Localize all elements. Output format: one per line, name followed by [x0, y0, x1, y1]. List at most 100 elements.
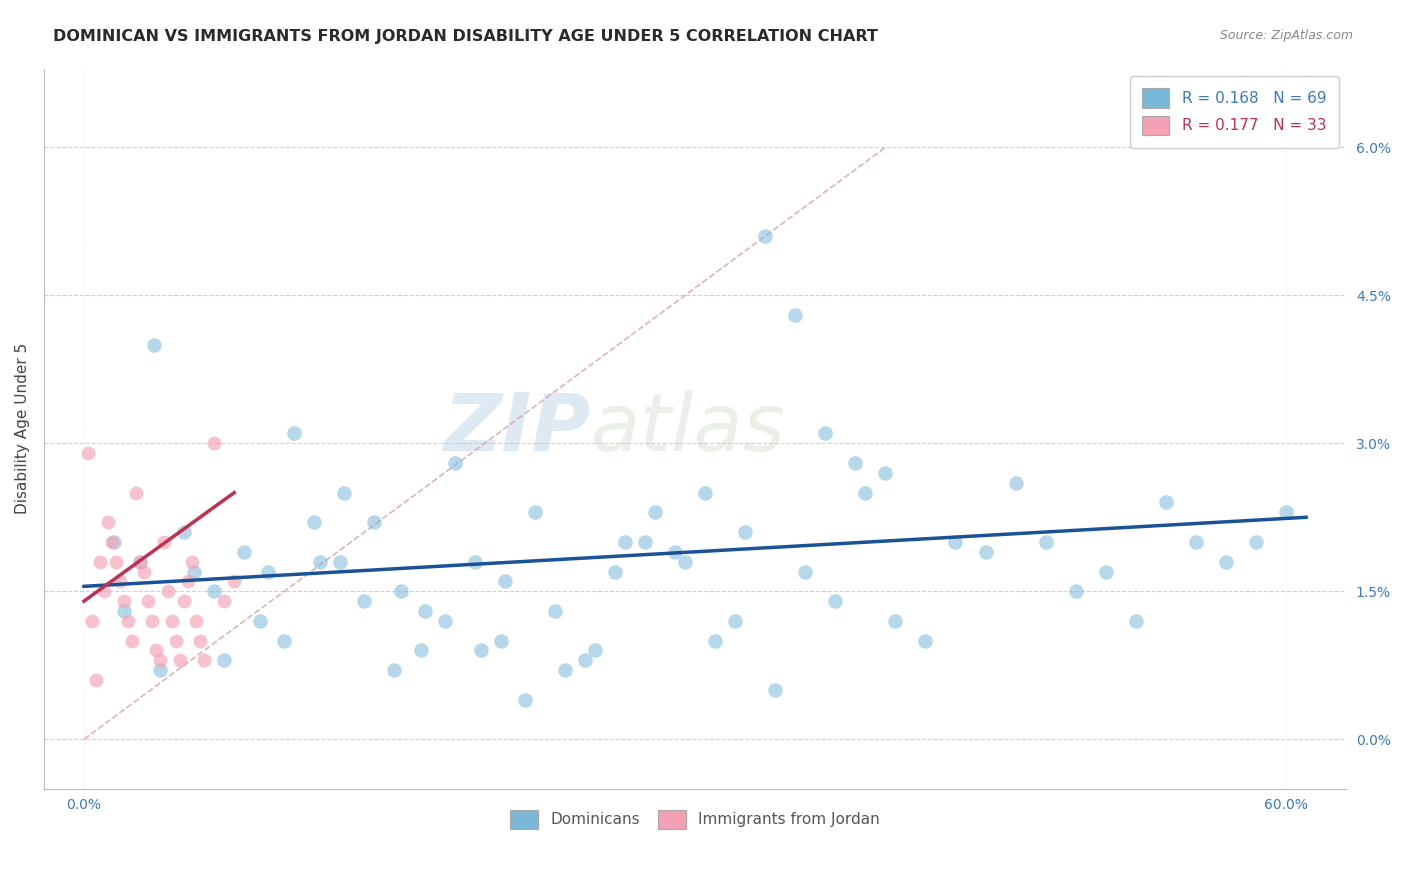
Point [136, 594, 159, 608]
Point [644, 505, 666, 519]
Point [1125, 614, 1147, 628]
Point [97, 515, 120, 529]
Point [283, 426, 305, 441]
Point [1244, 535, 1267, 549]
Point [734, 525, 756, 540]
Point [202, 584, 225, 599]
Point [257, 565, 280, 579]
Point [583, 643, 606, 657]
Point [814, 426, 837, 441]
Point [145, 643, 167, 657]
Point [143, 337, 166, 351]
Point [464, 555, 486, 569]
Point [443, 456, 465, 470]
Point [613, 535, 636, 549]
Legend: Dominicans, Immigrants from Jordan: Dominicans, Immigrants from Jordan [505, 804, 886, 835]
Point [574, 653, 596, 667]
Point [141, 614, 163, 628]
Point [470, 643, 492, 657]
Point [249, 614, 271, 628]
Text: DOMINICAN VS IMMIGRANTS FROM JORDAN DISABILITY AGE UNDER 5 CORRELATION CHART: DOMINICAN VS IMMIGRANTS FROM JORDAN DISA… [53, 29, 879, 44]
Point [603, 565, 626, 579]
Point [785, 308, 807, 322]
Point [117, 614, 139, 628]
Point [169, 653, 191, 667]
Text: Source: ZipAtlas.com: Source: ZipAtlas.com [1219, 29, 1353, 42]
Point [309, 555, 332, 569]
Point [101, 535, 124, 549]
Point [93, 584, 115, 599]
Point [153, 535, 176, 549]
Point [1275, 505, 1298, 519]
Text: ZIP: ZIP [443, 390, 591, 467]
Point [1154, 495, 1177, 509]
Point [353, 594, 375, 608]
Point [129, 555, 152, 569]
Point [80, 614, 103, 628]
Point [875, 466, 897, 480]
Point [853, 485, 876, 500]
Point [181, 555, 204, 569]
Text: atlas: atlas [591, 390, 786, 467]
Point [1215, 555, 1237, 569]
Point [513, 692, 536, 706]
Point [1185, 535, 1208, 549]
Point [704, 633, 727, 648]
Point [544, 604, 567, 618]
Point [724, 614, 747, 628]
Point [433, 614, 456, 628]
Point [188, 633, 211, 648]
Point [233, 545, 256, 559]
Point [173, 594, 195, 608]
Point [1004, 475, 1026, 490]
Point [974, 545, 997, 559]
Point [89, 555, 111, 569]
Point [363, 515, 385, 529]
Point [183, 565, 205, 579]
Point [884, 614, 907, 628]
Point [84, 673, 107, 687]
Point [945, 535, 967, 549]
Point [304, 515, 326, 529]
Point [1035, 535, 1057, 549]
Point [389, 584, 412, 599]
Point [1094, 565, 1116, 579]
Point [177, 574, 200, 589]
Point [554, 663, 576, 677]
Point [112, 594, 135, 608]
Point [157, 584, 180, 599]
Point [108, 574, 131, 589]
Point [409, 643, 432, 657]
Point [129, 555, 152, 569]
Point [273, 633, 295, 648]
Point [333, 485, 356, 500]
Point [173, 525, 195, 540]
Point [693, 485, 716, 500]
Point [384, 663, 406, 677]
Point [1064, 584, 1087, 599]
Point [664, 545, 686, 559]
Point [824, 594, 846, 608]
Point [754, 229, 776, 244]
Point [125, 485, 148, 500]
Point [121, 633, 143, 648]
Point [329, 555, 352, 569]
Point [673, 555, 696, 569]
Point [186, 614, 208, 628]
Point [212, 594, 235, 608]
Point [112, 604, 135, 618]
Point [202, 436, 225, 450]
Point [160, 614, 183, 628]
Point [132, 565, 155, 579]
Point [489, 633, 512, 648]
Point [523, 505, 546, 519]
Point [224, 574, 246, 589]
Point [763, 682, 786, 697]
Point [413, 604, 436, 618]
Point [794, 565, 817, 579]
Point [165, 633, 187, 648]
Point [844, 456, 866, 470]
Point [634, 535, 657, 549]
Y-axis label: Disability Age Under 5: Disability Age Under 5 [15, 343, 30, 514]
Point [494, 574, 516, 589]
